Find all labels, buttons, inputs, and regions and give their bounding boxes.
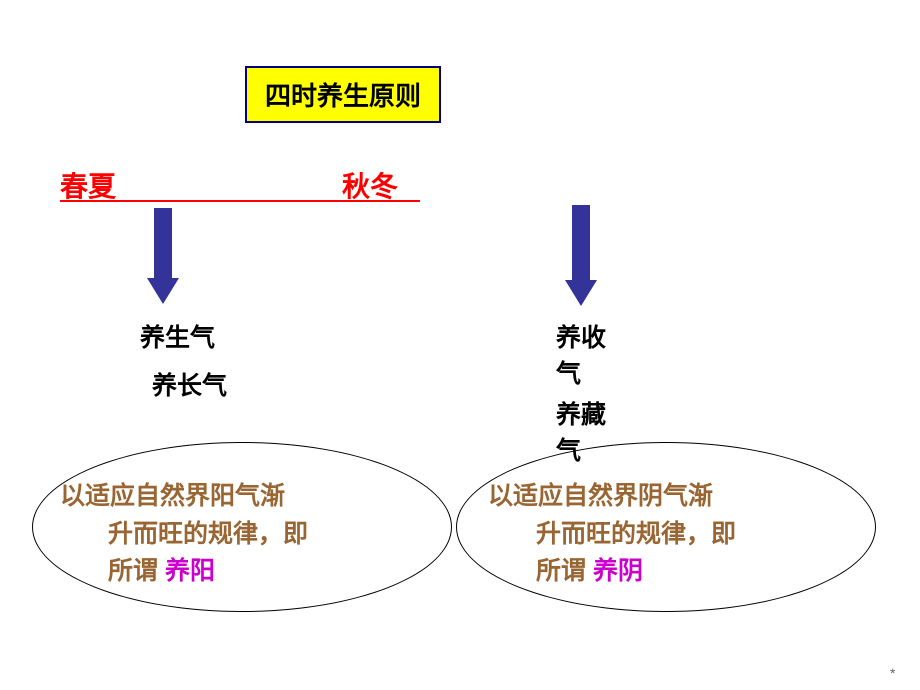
arrow-left-shaft — [154, 208, 172, 278]
desc-right-line3: 所谓 养阴 — [488, 553, 848, 591]
desc-right: 以适应自然界阴气渐 升而旺的规律，即 所谓 养阴 — [488, 478, 848, 591]
desc-right-pre: 所谓 — [536, 557, 593, 585]
subtext-left1: 养生气 — [140, 318, 215, 354]
desc-right-highlight: 养阴 — [593, 557, 643, 585]
title-text: 四时养生原则 — [265, 81, 421, 111]
desc-left-line1: 以适应自然界阳气渐 — [60, 478, 420, 516]
season-left: 春夏 — [60, 165, 116, 205]
title-box: 四时养生原则 — [245, 66, 441, 123]
season-right: 秋冬 — [342, 165, 398, 205]
desc-left-highlight: 养阳 — [165, 557, 215, 585]
asterisk: * — [890, 665, 895, 681]
arrow-right-head — [565, 280, 597, 306]
subtext-left2: 养长气 — [152, 366, 227, 402]
season-underline — [60, 200, 420, 202]
subtext-right1: 养收气 — [556, 318, 616, 390]
desc-left-line2: 升而旺的规律，即 — [60, 516, 420, 554]
desc-left-line3: 所谓 养阳 — [60, 553, 420, 591]
arrow-left-head — [147, 278, 179, 304]
desc-right-line2: 升而旺的规律，即 — [488, 516, 848, 554]
desc-right-line1: 以适应自然界阴气渐 — [488, 478, 848, 516]
desc-left: 以适应自然界阳气渐 升而旺的规律，即 所谓 养阳 — [60, 478, 420, 591]
desc-left-pre: 所谓 — [108, 557, 165, 585]
arrow-right-shaft — [572, 205, 590, 280]
